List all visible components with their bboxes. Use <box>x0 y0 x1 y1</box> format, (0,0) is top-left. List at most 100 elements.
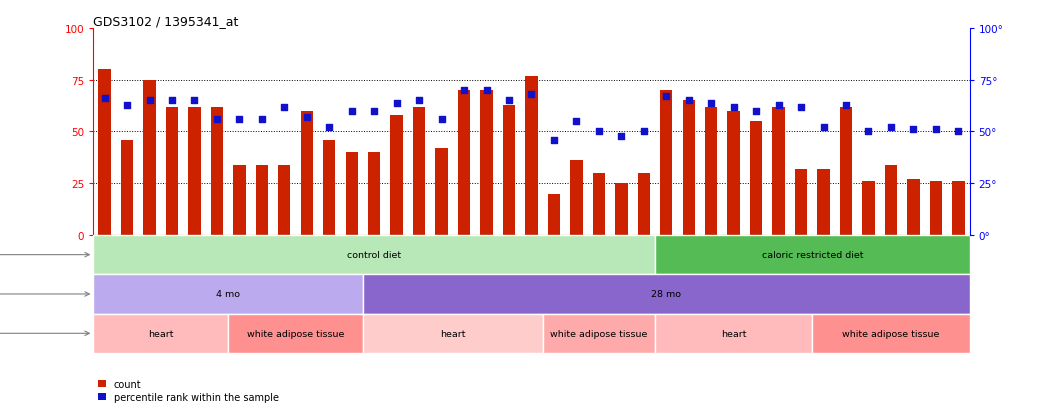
Bar <box>458 91 470 235</box>
Text: white adipose tissue: white adipose tissue <box>551 329 647 338</box>
Point <box>501 98 517 104</box>
Bar <box>503 105 515 235</box>
Bar <box>413 107 425 235</box>
Bar <box>391 116 402 235</box>
Bar <box>750 122 762 235</box>
Point <box>433 116 450 123</box>
Point <box>343 108 360 115</box>
Point <box>950 129 966 135</box>
Bar <box>363 275 970 314</box>
Text: caloric restricted diet: caloric restricted diet <box>761 251 863 259</box>
Point <box>905 127 922 133</box>
Bar <box>363 314 542 353</box>
Bar <box>812 314 970 353</box>
Point <box>299 114 315 121</box>
Legend: count, percentile rank within the sample: count, percentile rank within the sample <box>99 379 279 402</box>
Bar <box>93 314 228 353</box>
Bar <box>278 165 290 235</box>
Point <box>478 88 495 94</box>
Text: tissue: tissue <box>0 328 89 339</box>
Point <box>276 104 292 111</box>
Point <box>523 92 539 98</box>
Bar <box>570 161 583 235</box>
Text: GDS3102 / 1395341_at: GDS3102 / 1395341_at <box>93 15 239 28</box>
Bar <box>952 182 964 235</box>
Bar <box>99 70 111 235</box>
Point <box>815 125 832 131</box>
Bar <box>256 165 268 235</box>
Bar <box>480 91 493 235</box>
Text: control diet: control diet <box>347 251 401 259</box>
Bar <box>728 112 739 235</box>
Bar <box>211 107 223 235</box>
Point <box>187 98 203 104</box>
Bar <box>542 314 655 353</box>
Bar <box>661 91 672 235</box>
Point <box>164 98 180 104</box>
Bar <box>189 107 200 235</box>
Bar <box>773 107 785 235</box>
Point <box>725 104 741 111</box>
Point <box>591 129 608 135</box>
Bar <box>301 112 313 235</box>
Bar <box>368 153 381 235</box>
Point <box>253 116 270 123</box>
Text: heart: heart <box>721 329 747 338</box>
Bar <box>840 107 852 235</box>
Text: 28 mo: 28 mo <box>651 290 681 299</box>
Point <box>231 116 248 123</box>
Bar <box>682 101 695 235</box>
Bar <box>885 165 897 235</box>
Bar <box>143 81 156 235</box>
Bar <box>121 140 133 235</box>
Point <box>792 104 809 111</box>
Text: age: age <box>0 289 89 299</box>
Bar <box>228 314 363 353</box>
Point <box>770 102 787 109</box>
Text: white adipose tissue: white adipose tissue <box>842 329 940 338</box>
Point <box>388 100 404 107</box>
Text: white adipose tissue: white adipose tissue <box>247 329 344 338</box>
Bar <box>705 107 718 235</box>
Bar <box>324 140 335 235</box>
Bar <box>593 173 605 235</box>
Bar <box>863 182 874 235</box>
Bar <box>436 149 448 235</box>
Point <box>636 129 652 135</box>
Point <box>411 98 427 104</box>
Bar <box>907 180 920 235</box>
Text: 4 mo: 4 mo <box>216 290 241 299</box>
Text: heart: heart <box>148 329 173 338</box>
Bar <box>93 275 363 314</box>
Bar <box>795 169 807 235</box>
Bar <box>548 194 560 235</box>
Point <box>141 98 158 104</box>
Bar <box>345 153 358 235</box>
Point <box>208 116 225 123</box>
Bar <box>655 314 812 353</box>
Point <box>860 129 876 135</box>
Bar <box>615 184 627 235</box>
Point <box>613 133 629 140</box>
Bar <box>526 76 537 235</box>
Point <box>96 96 113 102</box>
Text: growth protocol: growth protocol <box>0 250 89 260</box>
Point <box>680 98 697 104</box>
Point <box>545 137 562 144</box>
Point <box>927 127 944 133</box>
Bar <box>655 235 970 275</box>
Text: heart: heart <box>440 329 466 338</box>
Point <box>657 94 674 100</box>
Bar <box>166 107 178 235</box>
Point <box>118 102 135 109</box>
Bar <box>638 173 650 235</box>
Point <box>366 108 383 115</box>
Point <box>455 88 472 94</box>
Point <box>568 119 585 125</box>
Point <box>838 102 854 109</box>
Point <box>703 100 720 107</box>
Bar <box>93 235 655 275</box>
Point <box>882 125 899 131</box>
Point <box>748 108 764 115</box>
Bar <box>930 182 942 235</box>
